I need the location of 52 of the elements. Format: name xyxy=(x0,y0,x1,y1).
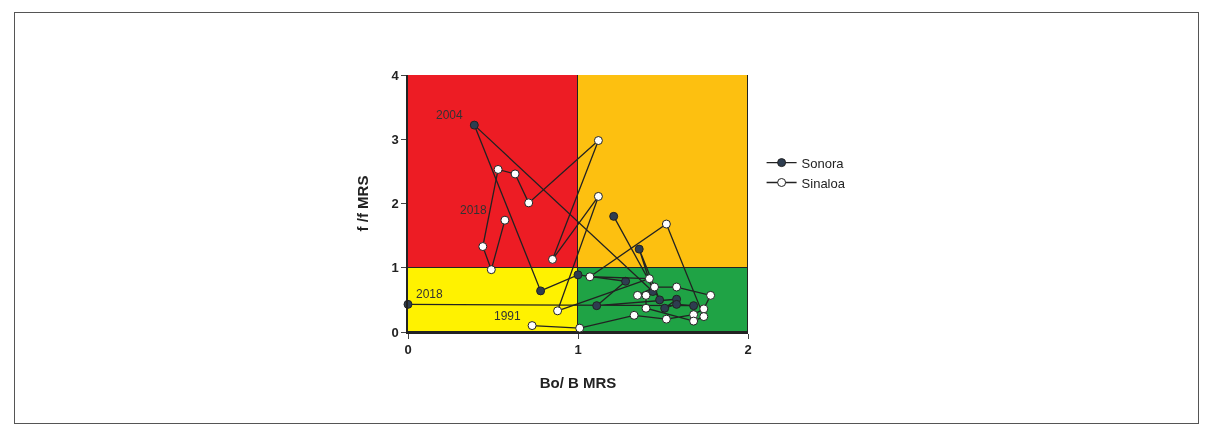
point xyxy=(641,290,651,300)
annotation: 1991 xyxy=(494,309,522,323)
point xyxy=(655,295,665,305)
point xyxy=(573,270,583,280)
point xyxy=(706,290,716,300)
point xyxy=(660,303,670,313)
point xyxy=(661,314,671,324)
point xyxy=(593,136,603,146)
point xyxy=(493,164,503,174)
point xyxy=(524,198,534,208)
point xyxy=(633,290,642,300)
point xyxy=(536,286,546,296)
point xyxy=(527,321,537,331)
point xyxy=(699,304,709,314)
point xyxy=(689,316,699,326)
point xyxy=(644,274,654,284)
x-tick-label: 2 xyxy=(744,342,752,358)
annotation: 2018 xyxy=(416,287,444,301)
x-tick-label: 0 xyxy=(404,342,412,358)
point xyxy=(661,219,671,229)
point xyxy=(650,282,659,292)
y-axis-title: f /f MRS xyxy=(353,175,371,232)
y-tick-label: 1 xyxy=(391,260,399,276)
point xyxy=(672,282,682,292)
point xyxy=(592,301,602,311)
annotation: 2018 xyxy=(460,203,488,217)
point xyxy=(548,254,557,264)
y-tick-label: 2 xyxy=(391,196,399,212)
point xyxy=(478,242,488,252)
point xyxy=(629,310,639,320)
point xyxy=(641,303,651,313)
point xyxy=(689,301,699,311)
point xyxy=(575,323,585,333)
y-tick-label: 4 xyxy=(391,67,400,83)
point xyxy=(585,272,595,282)
point xyxy=(486,265,496,275)
point xyxy=(500,215,510,225)
legend-label: Sonora xyxy=(801,155,845,171)
point xyxy=(469,120,479,130)
legend-label: Sinaloa xyxy=(801,175,846,191)
y-tick-label: 0 xyxy=(391,324,399,340)
x-axis-title: Bo/ B MRS xyxy=(539,373,617,391)
point xyxy=(634,244,644,254)
point xyxy=(553,306,563,316)
y-tick-label: 3 xyxy=(391,131,399,147)
point xyxy=(609,211,619,221)
point xyxy=(672,299,682,309)
annotation: 2004 xyxy=(436,108,464,122)
x-tick-label: 1 xyxy=(574,342,582,358)
point xyxy=(510,169,520,179)
point xyxy=(593,191,603,201)
point xyxy=(699,312,709,322)
